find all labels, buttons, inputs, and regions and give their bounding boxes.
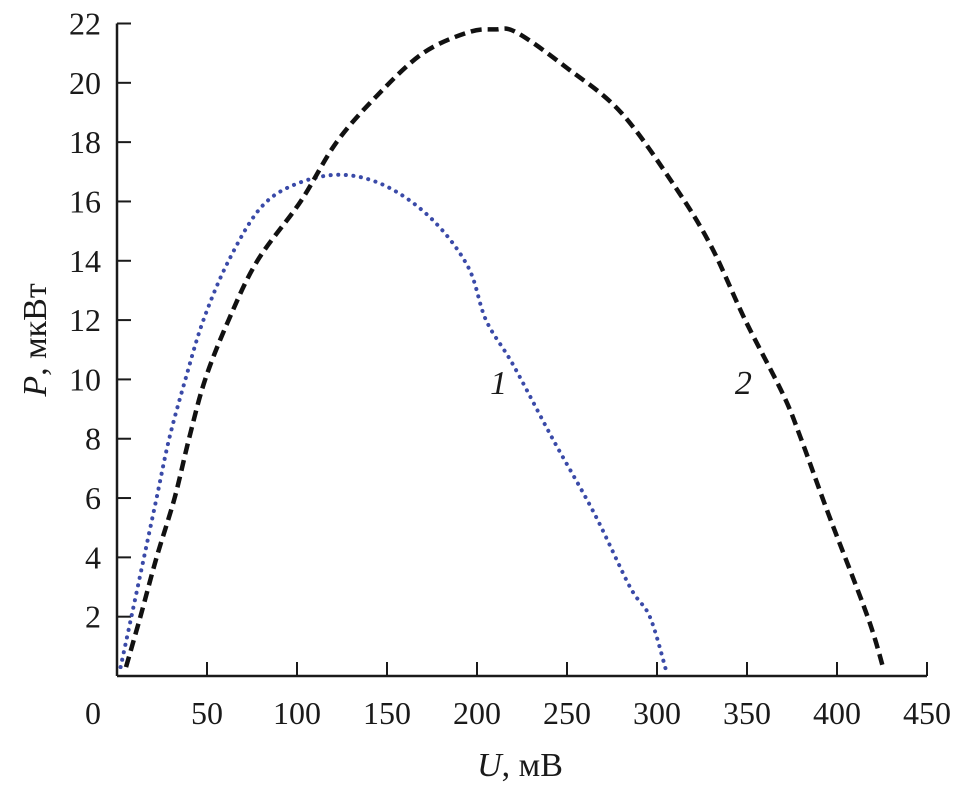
x-tick-label: 400	[813, 695, 861, 731]
y-axis-label: P, мкВт	[17, 283, 54, 397]
x-axis-label: U, мВ	[477, 747, 563, 784]
y-tick-label: 16	[69, 183, 101, 219]
y-tick-label: 22	[69, 6, 101, 42]
series-label-2: 2	[735, 365, 752, 402]
y-tick-label: 12	[69, 302, 101, 338]
x-tick-label: 350	[723, 695, 771, 731]
axes	[115, 23, 927, 678]
x-tick-label: 50	[191, 695, 223, 731]
x-tick-label: 0	[85, 695, 101, 731]
y-tick-label: 2	[85, 599, 101, 635]
y-tick-label: 18	[69, 124, 101, 160]
y-tick-label: 4	[85, 539, 101, 575]
ticks: 0 50 100 150 200 250 300 350 400 4502468101214161…	[69, 6, 951, 732]
x-tick-label: 200	[453, 695, 501, 731]
x-tick-label: 450	[903, 695, 951, 731]
series-line-1	[118, 172, 668, 673]
series-label-1: 1	[490, 365, 507, 402]
x-tick-label: 150	[363, 695, 411, 731]
y-tick-label: 6	[85, 480, 101, 516]
y-tick-label: 20	[69, 65, 101, 101]
x-tick-label: 100	[273, 695, 321, 731]
series-line-2	[123, 26, 886, 671]
y-tick-label: 14	[69, 243, 101, 279]
x-tick-label: 250	[543, 695, 591, 731]
y-tick-label: 8	[85, 421, 101, 457]
x-tick-label: 300	[633, 695, 681, 731]
y-tick-label: 10	[69, 361, 101, 397]
